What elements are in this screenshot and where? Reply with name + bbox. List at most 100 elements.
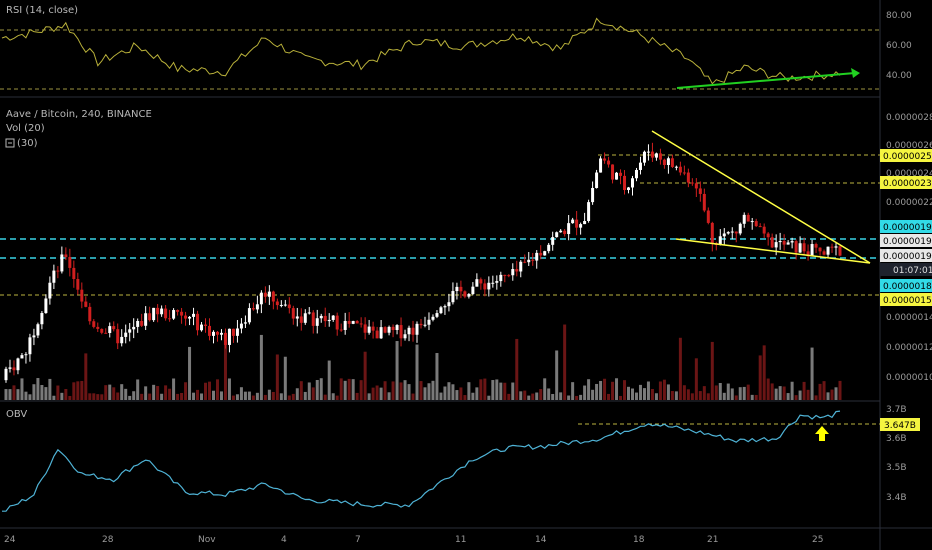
price-panel[interactable]: Aave / Bitcoin, 240, BINANCE Vol (20) (3… <box>0 109 932 400</box>
volume-bar <box>172 378 176 400</box>
volume-bar <box>627 386 631 400</box>
candle-body <box>559 230 563 233</box>
candle-body <box>710 222 714 244</box>
volume-bar <box>539 389 543 400</box>
candle-body <box>247 308 251 323</box>
candle-body <box>766 233 770 238</box>
candle-body <box>200 324 204 331</box>
x-tick: 7 <box>355 535 361 545</box>
volume-bar <box>124 388 128 400</box>
candle-body <box>307 312 311 314</box>
candle-body <box>124 332 128 337</box>
candle-body <box>551 237 555 245</box>
candle-body <box>451 291 455 303</box>
x-tick: 4 <box>281 535 287 545</box>
volume-bar <box>40 385 44 400</box>
candle-body <box>196 313 200 331</box>
volume-bar <box>208 381 212 400</box>
candle-body <box>379 327 383 339</box>
volume-bar <box>666 384 670 400</box>
x-tick: Nov <box>198 535 216 545</box>
candle-body <box>770 237 774 248</box>
candle-body <box>347 320 351 324</box>
volume-bar <box>96 394 100 400</box>
candle-body <box>243 322 247 324</box>
candle-body <box>642 151 646 163</box>
volume-bar <box>239 387 243 400</box>
volume-bar <box>387 392 391 400</box>
candle-body <box>686 172 690 183</box>
volume-bar <box>487 395 491 400</box>
candle-body <box>267 291 271 297</box>
candle-body <box>579 224 583 228</box>
volume-bar <box>116 392 120 400</box>
candle-body <box>28 337 32 355</box>
volume-bar <box>259 334 263 400</box>
price-tag-194: 0.00000194 <box>880 220 932 233</box>
x-tick: 11 <box>455 535 466 545</box>
candle-body <box>487 282 491 290</box>
volume-bar <box>543 378 547 400</box>
candle-body <box>754 221 758 227</box>
candle-body <box>746 214 750 222</box>
candle-body <box>192 313 196 317</box>
price-tag-253: 0.00000253 <box>880 149 932 162</box>
volume-bar <box>104 385 108 400</box>
volume-bar <box>599 380 603 400</box>
volume-bar <box>64 389 68 400</box>
volume-bar <box>247 391 251 400</box>
candle-body <box>774 242 778 248</box>
volume-bar <box>790 381 794 400</box>
candle-body <box>786 242 790 245</box>
volume-bar <box>148 393 152 400</box>
x-tick: 24 <box>4 535 16 545</box>
candle-body <box>539 252 543 256</box>
candle-body <box>20 355 24 359</box>
volume-bar <box>467 382 471 400</box>
candle-body <box>467 294 471 297</box>
volume-bar <box>307 382 311 400</box>
candle-body <box>104 332 108 334</box>
rsi-tick-40: 40.00 <box>886 71 912 81</box>
candle-body <box>650 151 654 158</box>
volume-bar <box>20 378 24 400</box>
candle-body <box>68 257 72 268</box>
candle-body <box>611 164 615 180</box>
candle-body <box>287 304 291 309</box>
candle-body <box>742 214 746 224</box>
volume-bar <box>722 392 726 400</box>
candle-body <box>16 358 20 371</box>
obv-line <box>2 410 841 512</box>
volume-bar <box>742 386 746 400</box>
x-tick: 21 <box>707 535 718 545</box>
up-arrow-icon <box>815 426 829 441</box>
candle-body <box>279 304 283 306</box>
candle-body <box>511 269 515 276</box>
volume-bar <box>339 378 343 400</box>
volume-bar <box>678 337 682 400</box>
volume-bar <box>227 378 231 400</box>
candle-body <box>431 316 435 320</box>
volume-bar <box>810 347 814 400</box>
candle-body <box>112 326 116 330</box>
volume-bar <box>634 392 638 400</box>
candle-body <box>726 232 730 234</box>
candle-body <box>798 243 802 253</box>
time-axis[interactable]: 24 28 Nov 4 7 11 14 18 21 25 <box>4 535 823 545</box>
volume-bar <box>395 341 399 400</box>
obv-panel[interactable]: OBV 3.7B 3.6B 3.5B 3.4B 3.647B <box>2 405 920 512</box>
candle-body <box>263 292 267 297</box>
volume-bar <box>36 378 40 400</box>
candle-body <box>814 244 818 248</box>
volume-bar <box>24 391 28 400</box>
rsi-title: RSI (14, close) <box>6 5 78 16</box>
volume-bar <box>475 387 479 400</box>
volume-bar <box>68 395 72 400</box>
volume-bar <box>798 390 802 400</box>
volume-bar <box>770 383 774 400</box>
rsi-panel[interactable]: RSI (14, close) 80.00 60.00 40.00 <box>0 5 912 90</box>
volume-bar <box>176 393 180 400</box>
volume-bar <box>710 341 714 400</box>
candle-body <box>399 325 403 339</box>
